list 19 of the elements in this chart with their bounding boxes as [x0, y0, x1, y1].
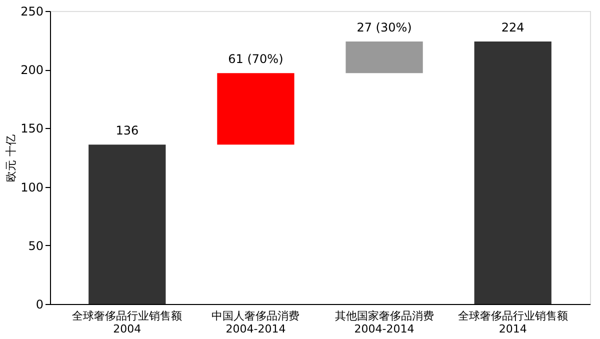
bar: [474, 41, 552, 304]
data-label: 136: [116, 124, 139, 138]
y-axis-title: 欧元 十亿: [4, 134, 18, 182]
x-tick-label: 全球奢侈品行业销售额 2014: [458, 310, 568, 336]
bar: [217, 73, 294, 145]
y-tick-label: 150: [20, 122, 44, 136]
y-tick-label: 250: [20, 4, 44, 18]
x-tick-label: 其他国家奢侈品消费 2004-2014: [334, 310, 434, 336]
y-tick-label: 0: [36, 298, 44, 312]
x-tick-label: 中国人奢侈品消费 2004-2014: [212, 310, 300, 336]
y-tick-label: 50: [28, 238, 44, 253]
data-label: 27 (30%): [356, 20, 412, 34]
bar: [346, 41, 423, 74]
x-tick-label: 全球奢侈品行业销售额 2004: [72, 310, 182, 336]
data-label: 61 (70%): [228, 52, 284, 66]
y-tick-label: 200: [20, 63, 44, 78]
data-label: 224: [501, 20, 524, 34]
bar: [88, 144, 166, 304]
y-tick-label: 100: [20, 180, 44, 194]
